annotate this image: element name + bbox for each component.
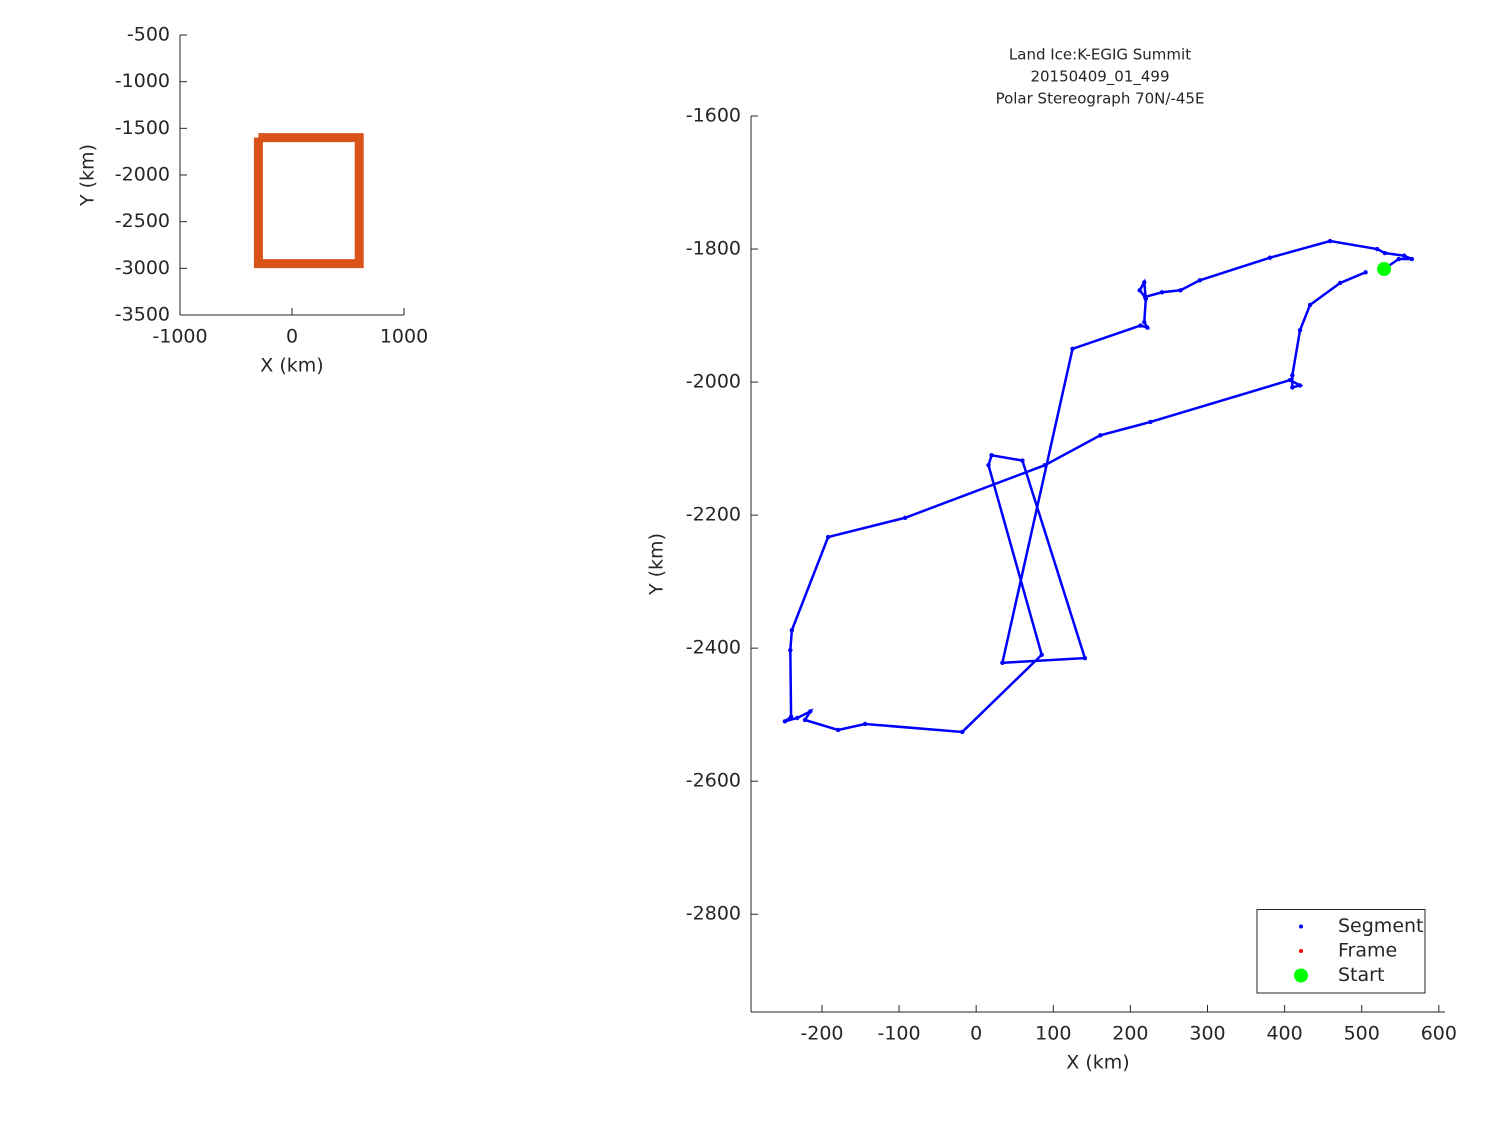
x-tick-label: 0 xyxy=(970,1023,982,1045)
start-marker xyxy=(1377,261,1392,276)
y-axis-label: Y (km) xyxy=(646,533,668,596)
track-line xyxy=(253,133,364,269)
point xyxy=(1082,655,1088,661)
point xyxy=(1297,383,1303,388)
point xyxy=(1297,327,1303,333)
point xyxy=(986,463,991,468)
y-tick-label: -1800 xyxy=(686,238,741,260)
point xyxy=(960,729,965,735)
x-tick-label: 100 xyxy=(1035,1023,1071,1045)
y-tick-label: -2400 xyxy=(686,637,741,659)
legend-label: Frame xyxy=(1338,940,1397,962)
point xyxy=(1143,296,1149,302)
x-axis-label: X (km) xyxy=(1066,1052,1129,1074)
point xyxy=(1137,288,1142,293)
x-tick-label: 0 xyxy=(286,326,298,348)
legend-label: Start xyxy=(1338,964,1384,986)
x-tick-label: -200 xyxy=(800,1023,843,1045)
y-tick-label: -3000 xyxy=(115,257,170,279)
point xyxy=(1396,256,1401,262)
point xyxy=(1401,253,1407,258)
y-axis-label: Y (km) xyxy=(77,144,99,207)
y-tick-label: -2500 xyxy=(115,210,170,232)
y-tick-label: -2800 xyxy=(686,903,741,925)
point xyxy=(1142,320,1147,325)
point xyxy=(1374,246,1380,252)
point xyxy=(1148,419,1153,425)
point xyxy=(1287,377,1293,383)
x-tick-label: -100 xyxy=(877,1023,920,1045)
point xyxy=(1327,238,1333,244)
point xyxy=(1290,385,1295,390)
y-tick-label: -1600 xyxy=(686,105,741,127)
point xyxy=(1042,463,1047,468)
legend-marker xyxy=(1294,968,1308,983)
y-tick-label: -2200 xyxy=(686,504,741,526)
point xyxy=(835,727,841,733)
legend-box xyxy=(1256,909,1426,994)
point xyxy=(1098,433,1103,438)
y-tick-label: -2000 xyxy=(115,164,170,186)
point xyxy=(989,453,994,458)
chart-title: Polar Stereograph 70N/-45E xyxy=(996,90,1205,108)
point xyxy=(1000,660,1005,665)
point xyxy=(1159,290,1165,295)
x-tick-label: 200 xyxy=(1112,1023,1148,1045)
point xyxy=(903,515,908,520)
point xyxy=(1020,458,1025,463)
x-tick-label: 400 xyxy=(1266,1023,1302,1045)
point xyxy=(1197,278,1202,283)
point xyxy=(1142,280,1147,285)
y-tick-label: -1000 xyxy=(115,70,170,92)
point xyxy=(862,721,868,727)
point xyxy=(1039,652,1044,657)
chart-title: Land Ice:K-EGIG Summit xyxy=(1009,46,1191,64)
axes: -200 -100 0 100 200 300 400 500 600 -2800 -2600 -24… xyxy=(646,46,1457,1074)
point xyxy=(789,627,795,633)
y-tick-label: -2000 xyxy=(686,371,741,393)
point xyxy=(1337,280,1343,286)
x-tick-label: 600 xyxy=(1421,1023,1457,1045)
axes: -1000 0 1000 -3500 -3000 -2500 -2000 -1500 -1000… xyxy=(77,24,429,377)
legend-marker xyxy=(1299,924,1303,929)
point xyxy=(1290,373,1295,378)
point xyxy=(1307,302,1313,308)
point xyxy=(788,647,793,653)
point xyxy=(1145,325,1150,330)
point xyxy=(788,714,794,719)
legend-label: Segment xyxy=(1338,915,1424,937)
point xyxy=(1178,288,1183,293)
x-tick-label: 1000 xyxy=(380,326,428,348)
point xyxy=(1070,346,1075,352)
point xyxy=(1138,323,1143,328)
point xyxy=(795,715,800,721)
x-tick-label: 300 xyxy=(1189,1023,1225,1045)
y-tick-label: -1500 xyxy=(115,117,170,139)
y-tick-label: -3500 xyxy=(115,304,170,326)
y-tick-label: -2600 xyxy=(686,770,741,792)
point xyxy=(782,719,788,724)
y-tick-label: -500 xyxy=(127,24,170,46)
point xyxy=(1382,250,1388,256)
track-line xyxy=(784,239,1413,734)
x-tick-label: 500 xyxy=(1344,1023,1380,1045)
x-tick-label: -1000 xyxy=(152,326,207,348)
point xyxy=(808,709,813,714)
chart-title: 20150409_01_499 xyxy=(1030,68,1169,87)
point xyxy=(802,717,808,723)
point xyxy=(825,534,831,540)
point xyxy=(1363,270,1368,275)
legend-marker xyxy=(1299,949,1303,953)
point xyxy=(1409,256,1415,262)
x-axis-label: X (km) xyxy=(260,355,323,377)
point xyxy=(1267,255,1273,260)
